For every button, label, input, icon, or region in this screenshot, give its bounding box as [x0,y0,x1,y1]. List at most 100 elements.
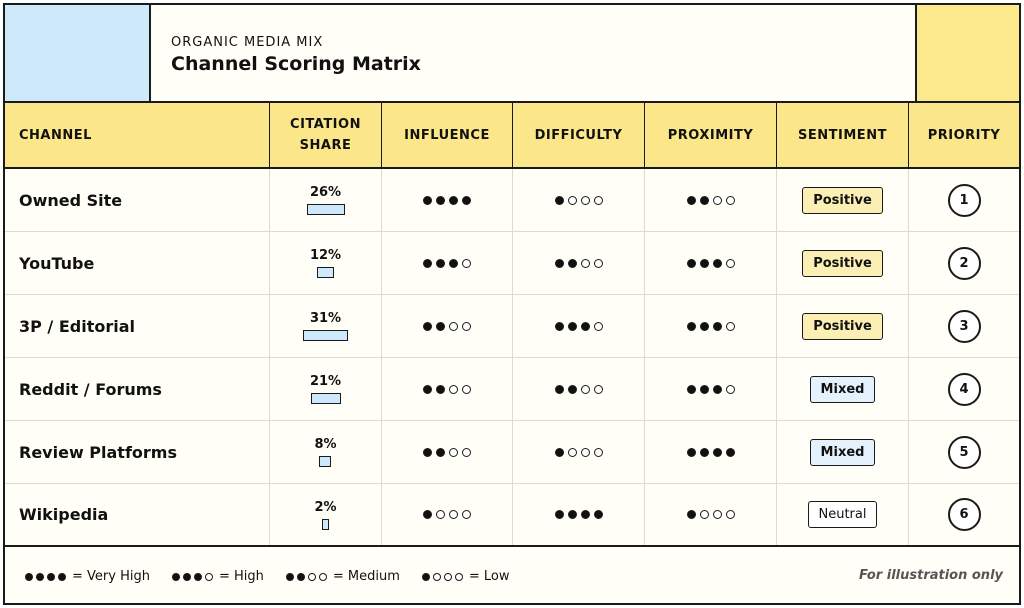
empty-dot-icon [593,321,603,331]
citation-share: 21% [310,374,341,404]
difficulty-rating [554,321,603,331]
channel-cell: Reddit / Forums [5,358,270,420]
citation-share-cell: 26% [270,169,382,231]
col-header-label: CHANNEL [19,127,92,143]
filled-dot-icon [712,258,722,268]
filled-dot-icon [580,321,590,331]
empty-dot-icon [449,447,458,457]
col-header-label: PRIORITY [927,127,1001,143]
table-row: Owned Site 26% Positive 1 [5,169,1019,232]
filled-dot-icon [462,195,471,205]
filled-dot-icon [423,384,432,394]
proximity-rating [686,195,735,205]
citation-share-cell: 8% [270,421,382,483]
empty-dot-icon [204,572,213,581]
empty-dot-icon [567,447,577,457]
sentiment-badge: Positive [802,312,883,340]
difficulty-rating [554,510,603,519]
empty-dot-icon [436,510,445,519]
filled-dot-icon [554,321,564,331]
table-row: Wikipedia 2% Neutral 6 [5,484,1019,547]
influence-rating [423,195,471,205]
filled-dot-icon [699,195,709,205]
channel-cell: Owned Site [5,169,270,231]
col-header-difficulty: DIFFICULTY [513,103,645,167]
empty-dot-icon [580,384,590,394]
filled-dot-icon [423,510,432,519]
proximity-rating [686,510,735,519]
filled-dot-icon [554,510,564,519]
citation-share-value: 21% [309,374,342,389]
table-row: YouTube 12% Positive 2 [5,232,1019,295]
eyebrow-label: ORGANIC MEDIA MIX [171,35,324,50]
legend-label: = High [218,569,264,584]
empty-dot-icon [593,447,603,457]
citation-share-bar [310,393,341,404]
filled-dot-icon [686,510,696,519]
citation-share-value: 2% [314,499,337,515]
channel-cell: Wikipedia [5,484,270,545]
priority-badge: 5 [947,435,981,469]
col-header-channel: CHANNEL [5,103,270,167]
empty-dot-icon [567,195,577,205]
citation-share-bar [306,204,345,215]
priority-badge: 4 [947,372,981,406]
citation-share-bar [303,330,348,341]
filled-dot-icon [686,258,696,268]
citation-share-bar [317,267,334,278]
filled-dot-icon [47,572,55,581]
priority-badge: 3 [947,309,981,343]
proximity-cell [645,169,777,231]
proximity-rating [686,384,735,394]
filled-dot-icon [686,195,696,205]
channel-cell: 3P / Editorial [5,295,270,357]
filled-dot-icon [25,572,33,581]
citation-share: 31% [303,311,348,341]
empty-dot-icon [432,572,441,581]
citation-share-value: 26% [309,185,342,200]
filled-dot-icon [423,258,432,268]
legend-item: = Medium [285,569,400,584]
influence-cell [382,358,513,420]
difficulty-cell [513,358,645,420]
legend-dots [25,572,66,581]
empty-dot-icon [725,258,735,268]
sentiment-cell: Positive [777,169,909,231]
filled-dot-icon [554,258,564,268]
priority-cell: 5 [909,421,1019,483]
proximity-cell [645,232,777,294]
col-header-label: DIFFICULTY [534,127,623,143]
header-band: ORGANIC MEDIA MIX Channel Scoring Matrix [5,5,1019,103]
difficulty-rating [554,258,603,268]
filled-dot-icon [296,572,305,581]
sentiment-badge: Positive [802,249,883,277]
legend-item: = Low [421,569,510,584]
proximity-cell [645,295,777,357]
empty-dot-icon [712,195,722,205]
filled-dot-icon [436,195,445,205]
influence-cell [382,169,513,231]
col-header-label: INFLUENCE [404,127,490,143]
priority-badge: 6 [947,498,981,531]
proximity-rating [686,321,735,331]
difficulty-rating [554,384,603,394]
header-blue-block [5,5,151,101]
filled-dot-icon [567,258,577,268]
influence-rating [423,510,471,519]
priority-cell: 3 [909,295,1019,357]
filled-dot-icon [567,384,577,394]
citation-share-cell: 31% [270,295,382,357]
filled-dot-icon [285,572,294,581]
empty-dot-icon [462,321,471,331]
citation-share: 12% [310,248,341,278]
col-header-citation-share: CITATION SHARE [270,103,382,167]
influence-rating [423,321,471,331]
difficulty-cell [513,484,645,545]
difficulty-cell [513,232,645,294]
priority-cell: 1 [909,169,1019,231]
sentiment-cell: Neutral [777,484,909,545]
filled-dot-icon [567,510,577,519]
influence-cell [382,232,513,294]
sentiment-cell: Positive [777,295,909,357]
empty-dot-icon [454,572,463,581]
